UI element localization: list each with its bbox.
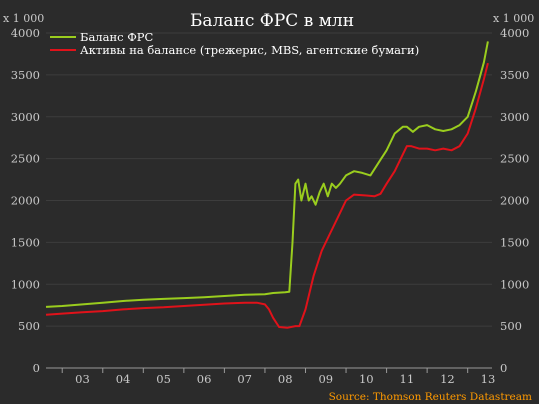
right-axis-unit: x 1 000 (493, 12, 534, 25)
right-y-axis: 0 500 1000 1500 2000 2500 3000 3500 4000 (500, 26, 529, 375)
x-tick-label: 08 (278, 372, 293, 386)
y-tick-label-left: 3500 (11, 68, 40, 82)
x-tick-label: 09 (318, 372, 333, 386)
x-tick-label: 11 (400, 372, 415, 386)
y-tick-label-right: 2000 (500, 194, 529, 208)
series-line-assets (45, 62, 489, 329)
left-y-axis: 0 500 1000 1500 2000 2500 3000 3500 4000 (11, 26, 40, 375)
legend-label-assets: Активы на балансе (трежерис, MBS, агентс… (80, 43, 419, 57)
y-tick-label-right: 3500 (500, 68, 529, 82)
x-tick-label: 12 (440, 372, 455, 386)
y-tick-label-left: 1000 (11, 277, 40, 291)
x-tick-label: 07 (237, 372, 252, 386)
y-tick-label-right: 1000 (500, 277, 529, 291)
x-tick-label: 10 (359, 372, 374, 386)
y-tick-label-left: 4000 (11, 26, 40, 40)
series-line-balance (45, 41, 489, 308)
source-note: Source: Thomson Reuters Datastream (329, 391, 532, 403)
series-lines (45, 41, 489, 329)
x-tick-label: 13 (481, 372, 496, 386)
y-tick-label-right: 2500 (500, 152, 529, 166)
y-tick-label-right: 3000 (500, 110, 529, 124)
y-tick-label-right: 1500 (500, 235, 529, 249)
x-tick-label: 03 (75, 372, 90, 386)
x-tick-label: 05 (156, 372, 171, 386)
x-axis: 03 04 05 06 07 08 09 10 11 12 13 (46, 367, 496, 386)
y-tick-label-left: 3000 (11, 110, 40, 124)
grid-lines (46, 32, 492, 369)
chart-title: Баланс ФРС в млн (190, 11, 354, 31)
y-tick-label-right: 500 (500, 319, 522, 333)
y-tick-label-right: 4000 (500, 26, 529, 40)
y-tick-label-right: 0 (500, 361, 507, 375)
y-tick-label-left: 0 (33, 361, 40, 375)
legend-label-balance: Баланс ФРС (80, 30, 154, 44)
left-axis-unit: x 1 000 (3, 12, 44, 25)
y-tick-label-left: 2000 (11, 194, 40, 208)
y-tick-label-left: 2500 (11, 152, 40, 166)
y-tick-label-left: 500 (18, 319, 40, 333)
legend: Баланс ФРС Активы на балансе (трежерис, … (50, 30, 419, 57)
y-tick-label-left: 1500 (11, 235, 40, 249)
x-tick-label: 06 (197, 372, 212, 386)
x-tick-label: 04 (116, 372, 131, 386)
